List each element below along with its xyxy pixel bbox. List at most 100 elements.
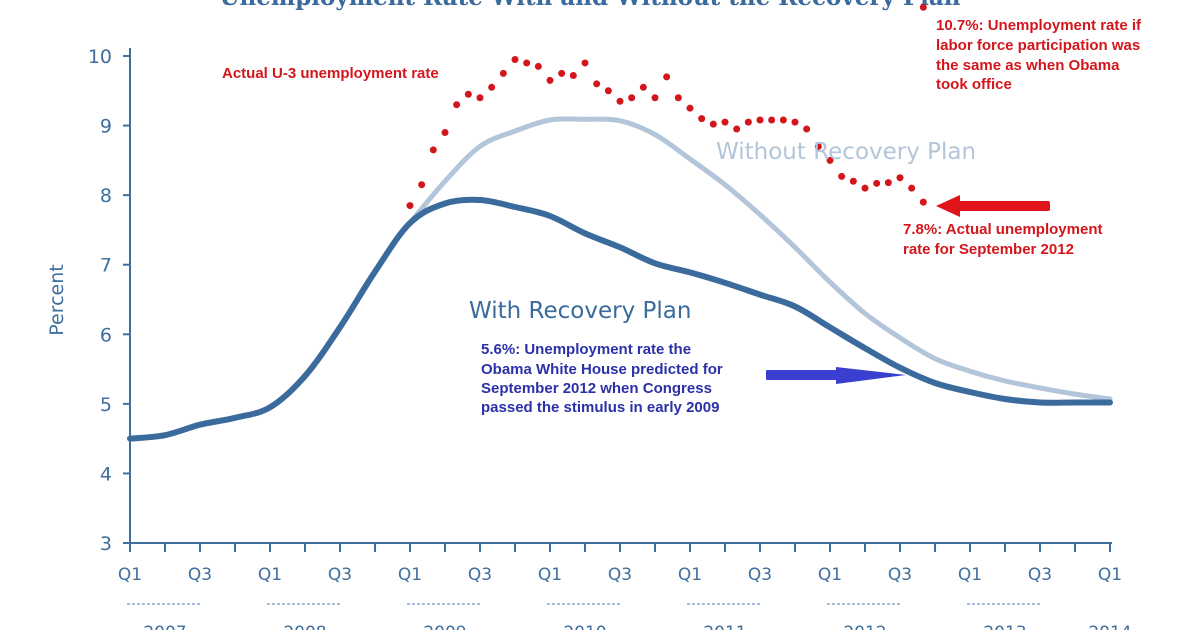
year-label: 2009 — [423, 623, 466, 630]
actual-u3-point — [908, 184, 916, 192]
actual-u3-point — [418, 181, 426, 189]
actual-u3-point — [861, 184, 869, 192]
actual-u3-point — [441, 129, 449, 137]
y-axis-label: Percent — [46, 264, 68, 336]
chart-title: Unemployment Rate With and Without the R… — [219, 0, 960, 11]
y-tick-label: 3 — [100, 533, 112, 555]
actual-u3-point — [849, 177, 857, 185]
x-tick-label: Q1 — [1098, 565, 1122, 585]
actual-u3-point — [499, 69, 507, 77]
actual-u3-point — [464, 90, 472, 98]
actual-u3-point — [756, 116, 764, 124]
y-tick-label: 4 — [100, 463, 112, 485]
actual-u3-point — [604, 87, 612, 95]
x-tick-label: Q3 — [1028, 565, 1052, 585]
x-tick-label: Q1 — [958, 565, 982, 585]
actual-u3-point — [488, 83, 496, 91]
x-tick-label: Q1 — [678, 565, 702, 585]
predicted-line-4: passed the stimulus in early 2009 — [481, 399, 719, 416]
year-label: 2014 — [1088, 623, 1131, 630]
participation-line-3: the same as when Obama — [936, 57, 1120, 74]
x-tick-label: Q1 — [818, 565, 842, 585]
series-line-with-recovery-plan — [127, 196, 1113, 442]
actual-u3-point — [884, 179, 892, 187]
without-recovery-plan-label: Without Recovery Plan — [716, 139, 976, 165]
actual-u3-point — [593, 80, 601, 88]
actual-u3-point — [628, 94, 636, 102]
y-tick-label: 5 — [100, 394, 112, 416]
actual-u3-point — [476, 94, 484, 102]
actual-u3-point — [803, 125, 811, 133]
x-ticks: Q1 Q3 Q1 Q3 Q1 Q3 Q1 Q3 Q1 Q3 Q1 Q3 Q1 Q3 Q1 — [118, 543, 1122, 585]
actual-u3-point — [651, 94, 659, 102]
y-tick-label: 8 — [100, 185, 112, 207]
series-line-without-recovery-plan — [407, 116, 1113, 402]
actual-u3-point — [558, 69, 566, 77]
actual-u3-point — [733, 125, 741, 133]
actual-u3-point — [919, 198, 927, 206]
actual-u3-point — [523, 59, 531, 67]
participation-rate-point — [919, 3, 927, 11]
participation-annotation: 10.7%: Unemployment rate if labor force … — [936, 17, 1142, 93]
x-tick-label: Q3 — [328, 565, 352, 585]
y-tick-label: 7 — [100, 255, 112, 277]
actual-u3-point — [569, 71, 577, 79]
actual-u3-point — [686, 104, 694, 112]
actual-u3-point — [873, 179, 881, 187]
actual-u3-point — [616, 97, 624, 105]
year-label: 2010 — [563, 623, 606, 630]
y-ticks: 3 4 5 6 7 8 9 10 — [88, 46, 130, 555]
actual-u3-point — [511, 55, 519, 63]
actual-u3-point — [768, 116, 776, 124]
x-tick-label: Q1 — [258, 565, 282, 585]
actual-u3-point — [896, 174, 904, 182]
x-tick-label: Q3 — [748, 565, 772, 585]
actual-u3-point — [406, 202, 414, 210]
red-arrow-icon — [936, 195, 1050, 217]
series-dots-actual-u3 — [406, 55, 927, 210]
actual-sep-annotation: 7.8%: Actual unemployment rate for Septe… — [903, 221, 1102, 258]
participation-point-dot — [919, 3, 927, 11]
participation-line-2: labor force participation was — [936, 37, 1140, 54]
actual-u3-point — [581, 59, 589, 67]
y-tick-label: 6 — [100, 324, 112, 346]
x-tick-label: Q1 — [398, 565, 422, 585]
blue-arrow-icon — [766, 367, 906, 384]
participation-line-1: 10.7%: Unemployment rate if — [936, 17, 1142, 34]
year-label: 2007 — [143, 623, 186, 630]
with-recovery-plan-label: With Recovery Plan — [469, 298, 691, 324]
x-tick-label: Q3 — [468, 565, 492, 585]
actual-u3-point — [709, 120, 717, 128]
actual-u3-point — [744, 118, 752, 126]
actual-u3-point — [779, 116, 787, 124]
predicted-line-2: Obama White House predicted for — [481, 361, 723, 378]
x-tick-label: Q3 — [888, 565, 912, 585]
actual-u3-point — [663, 73, 671, 81]
year-label: 2011 — [703, 623, 746, 630]
x-tick-label: Q3 — [608, 565, 632, 585]
participation-line-4: took office — [936, 76, 1012, 93]
actual-u3-point — [838, 172, 846, 180]
predicted-line-3: September 2012 when Congress — [481, 380, 712, 397]
y-tick-label: 9 — [100, 116, 112, 138]
y-tick-label: 10 — [88, 46, 112, 68]
actual-u3-point — [814, 142, 822, 150]
actual-u3-point — [639, 83, 647, 91]
year-label: 2013 — [983, 623, 1026, 630]
actual-u3-point — [826, 156, 834, 164]
actual-u3-point — [546, 76, 554, 84]
year-label: 2008 — [283, 623, 326, 630]
actual-u3-point — [698, 115, 706, 123]
x-tick-label: Q3 — [188, 565, 212, 585]
predicted-line-1: 5.6%: Unemployment rate the — [481, 341, 691, 358]
year-label: 2012 — [843, 623, 886, 630]
predicted-annotation: 5.6%: Unemployment rate the Obama White … — [481, 341, 723, 416]
actual-u3-point — [534, 62, 542, 70]
x-tick-label: Q1 — [538, 565, 562, 585]
actual-u3-point — [721, 118, 729, 126]
x-tick-label: Q1 — [118, 565, 142, 585]
actual-sep-line-1: 7.8%: Actual unemployment — [903, 221, 1102, 238]
actual-u3-point — [791, 118, 799, 126]
